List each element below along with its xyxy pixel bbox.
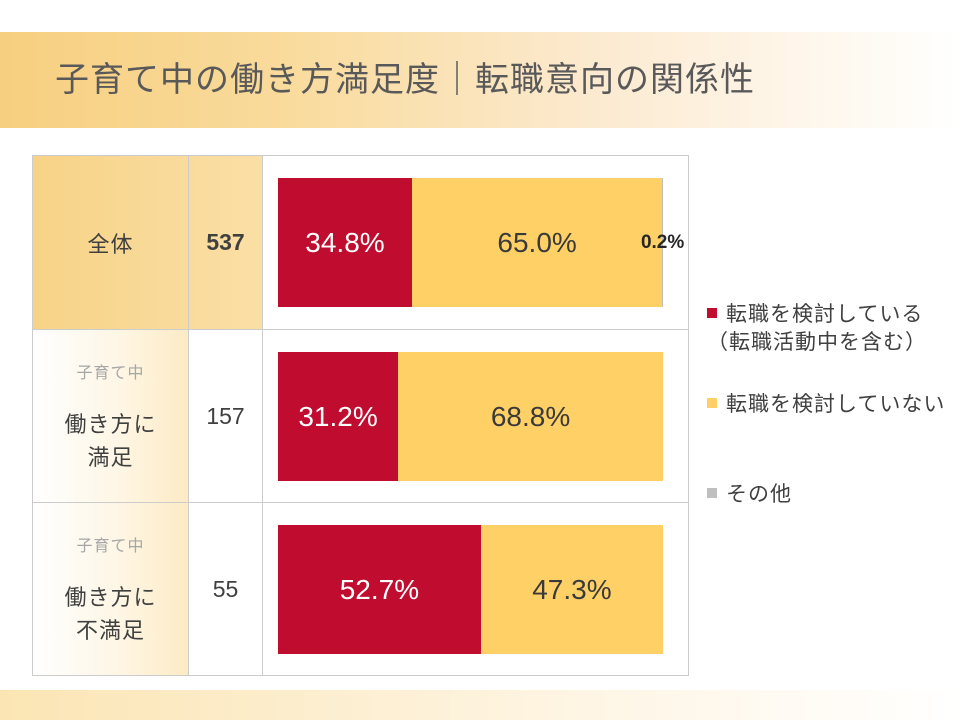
category-label-line: 不満足 [75,618,145,643]
bar-segment-considering [278,178,412,307]
category-group-label: 子育て中 [76,538,145,555]
category-label: 働き方に 満足 [33,408,188,474]
stacked-bar: 52.7% 47.3% [278,525,663,654]
sample-size-cell: 537 [189,156,263,330]
bar-segment-not-considering [480,525,663,654]
legend-row: 転職を検討している [707,298,927,328]
legend-item-other: その他 [707,478,792,508]
sample-size-cell: 157 [189,330,263,503]
category-label-line: 満足 [87,445,134,470]
category-cell: 子育て中 働き方に 不満足 [33,503,189,676]
stacked-bar: 31.2% 68.8% [278,352,663,481]
sample-size: 157 [206,402,245,429]
legend-row: 転職を検討していない [707,388,945,418]
category-cell: 全体 [33,156,189,330]
legend-swatch [707,488,717,498]
bar-cell: 31.2% 68.8% [263,330,689,503]
category-cell: 子育て中 働き方に 満足 [33,330,189,503]
legend-label: 転職を検討していない [726,393,946,416]
sample-size: 55 [212,575,239,602]
data-label: 47.3% [532,574,612,605]
category-group-label: 子育て中 [76,365,145,382]
bar-segment-considering [278,525,481,654]
data-label: 0.2% [640,232,685,253]
data-label: 31.2% [298,401,378,432]
bar-segment-considering [278,352,399,481]
legend-item-not-considering: 転職を検討していない [707,388,945,418]
legend-row: その他 [707,478,792,508]
data-label: 65.0% [497,227,577,258]
data-label: 68.8% [490,401,571,432]
legend-label-note: （転職活動中を含む） [707,331,927,354]
bar-segment-not-considering [398,352,663,481]
bar-cell: 34.8% 65.0% 0.2% [263,156,689,330]
page-title: 子育て中の働き方満足度｜転職意向の関係性 [55,61,755,99]
data-label: 52.7% [339,574,420,605]
bar-segment-other [662,178,663,307]
legend-label: 転職を検討している [726,303,924,326]
legend-label: その他 [726,483,792,506]
category-label: 全体 [87,231,134,257]
legend-swatch [707,398,717,408]
title-band: 子育て中の働き方満足度｜転職意向の関係性 [0,32,960,128]
legend-item-considering: 転職を検討している （転職活動中を含む） [707,298,927,358]
legend-swatch [707,308,717,318]
category-label-line: 働き方に [64,412,157,437]
chart-table: 全体 537 34.8% 65.0% 0.2% 子育て中 働き方に 満足 157 3… [32,155,689,676]
category-label-line: 働き方に [64,585,157,610]
data-label: 34.8% [305,227,385,258]
category-label: 働き方に 不満足 [33,581,188,647]
bar-segment-not-considering [411,178,663,307]
bottom-decoration-band [0,690,960,720]
bar-cell: 52.7% 47.3% [263,503,689,676]
sample-size: 537 [206,229,245,255]
stacked-bar: 34.8% 65.0% 0.2% [278,178,684,307]
sample-size-cell: 55 [189,503,263,676]
